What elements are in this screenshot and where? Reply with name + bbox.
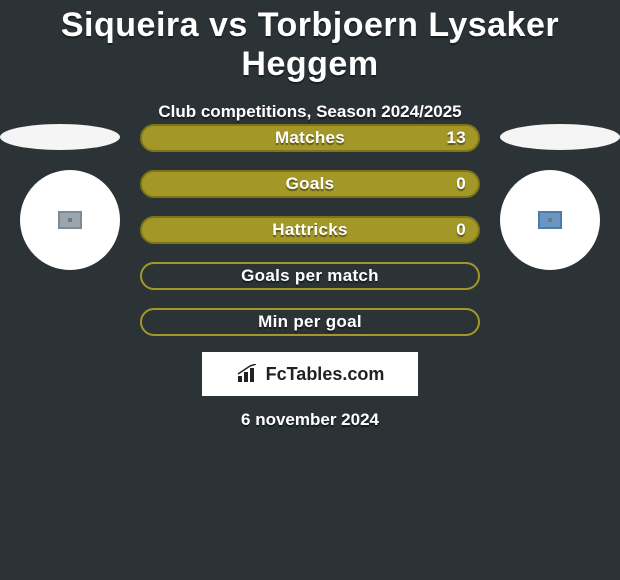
right-team-icon — [538, 211, 562, 229]
right-team-badge — [500, 170, 600, 270]
stat-bar-matches: Matches 13 — [140, 124, 480, 152]
brand-chart-icon — [236, 364, 262, 384]
stat-label: Hattricks — [272, 220, 347, 240]
stat-bar-goals: Goals 0 — [140, 170, 480, 198]
stat-label: Goals — [286, 174, 335, 194]
stat-label: Goals per match — [241, 266, 379, 286]
stat-right-value: 13 — [446, 128, 466, 148]
page-subtitle: Club competitions, Season 2024/2025 — [0, 102, 620, 122]
stat-bar-min-per-goal: Min per goal — [140, 308, 480, 336]
brand-box: FcTables.com — [202, 352, 418, 396]
stat-label: Matches — [275, 128, 345, 148]
stat-label: Min per goal — [258, 312, 362, 332]
left-team-icon — [58, 211, 82, 229]
brand-text: FcTables.com — [266, 364, 385, 385]
placeholder-icon — [548, 218, 552, 222]
page-title: Siqueira vs Torbjoern Lysaker Heggem — [0, 0, 620, 84]
stat-bar-hattricks: Hattricks 0 — [140, 216, 480, 244]
stat-bar-goals-per-match: Goals per match — [140, 262, 480, 290]
stat-right-value: 0 — [456, 220, 466, 240]
date-text: 6 november 2024 — [0, 410, 620, 430]
left-team-badge — [20, 170, 120, 270]
left-player-ellipse — [0, 124, 120, 150]
stats-comparison: Matches 13 Goals 0 Hattricks 0 Goals per… — [140, 124, 480, 354]
right-player-ellipse — [500, 124, 620, 150]
placeholder-icon — [68, 218, 72, 222]
stat-right-value: 0 — [456, 174, 466, 194]
